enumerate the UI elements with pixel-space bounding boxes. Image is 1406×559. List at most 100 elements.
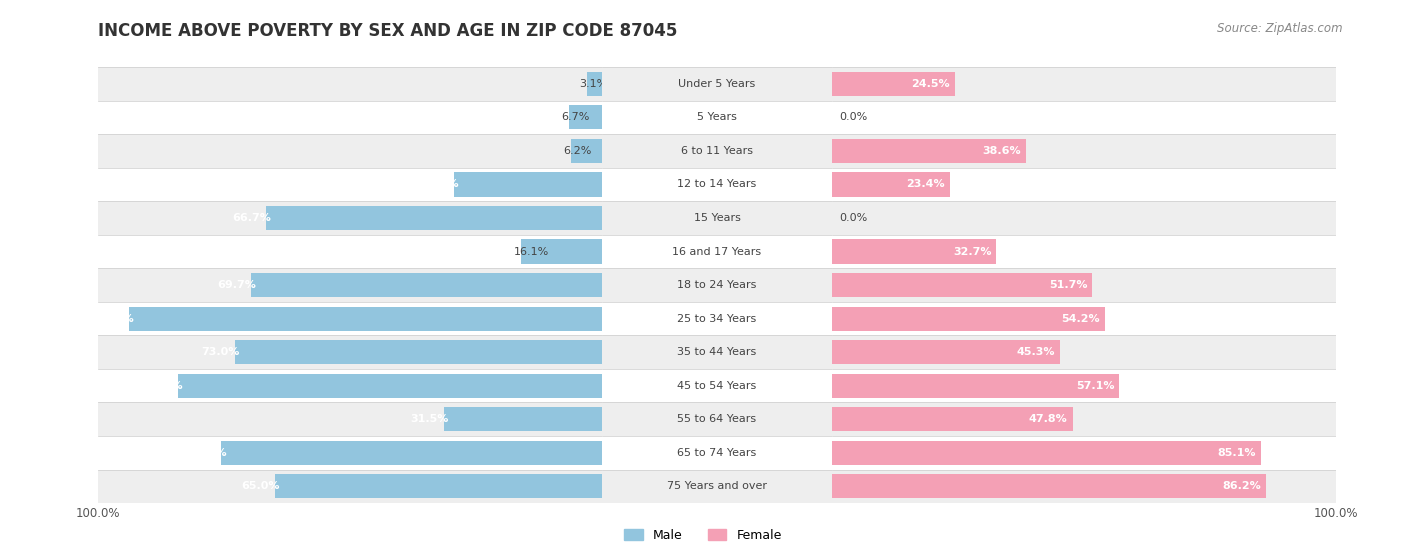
- Text: 45.3%: 45.3%: [1017, 347, 1054, 357]
- Bar: [98, 335, 603, 369]
- Bar: [831, 373, 1119, 398]
- Bar: [603, 470, 831, 503]
- Text: 75 Years and over: 75 Years and over: [666, 481, 768, 491]
- Bar: [831, 436, 1336, 470]
- Text: 0.0%: 0.0%: [839, 213, 868, 223]
- Bar: [603, 235, 831, 268]
- Bar: [98, 168, 603, 201]
- Bar: [274, 474, 603, 499]
- Text: Under 5 Years: Under 5 Years: [679, 79, 755, 89]
- Text: 5 Years: 5 Years: [697, 112, 737, 122]
- Text: 51.7%: 51.7%: [1049, 280, 1087, 290]
- Bar: [603, 134, 831, 168]
- Bar: [831, 369, 1336, 402]
- Text: 35 to 44 Years: 35 to 44 Years: [678, 347, 756, 357]
- Bar: [177, 373, 603, 398]
- Bar: [831, 407, 1073, 432]
- Text: 25 to 34 Years: 25 to 34 Years: [678, 314, 756, 324]
- Bar: [221, 440, 603, 465]
- Bar: [831, 302, 1336, 335]
- Bar: [98, 369, 603, 402]
- Text: 86.2%: 86.2%: [1222, 481, 1261, 491]
- Text: 16.1%: 16.1%: [513, 247, 548, 257]
- Text: 29.5%: 29.5%: [420, 179, 458, 190]
- Text: 16 and 17 Years: 16 and 17 Years: [672, 247, 762, 257]
- Text: 0.0%: 0.0%: [839, 112, 868, 122]
- Bar: [831, 235, 1336, 268]
- Text: 6 to 11 Years: 6 to 11 Years: [681, 146, 754, 156]
- Bar: [603, 402, 831, 436]
- Text: 93.9%: 93.9%: [96, 314, 134, 324]
- Text: 65 to 74 Years: 65 to 74 Years: [678, 448, 756, 458]
- Bar: [603, 436, 831, 470]
- Text: 57.1%: 57.1%: [1076, 381, 1115, 391]
- Bar: [831, 402, 1336, 436]
- Bar: [831, 335, 1336, 369]
- Bar: [603, 268, 831, 302]
- Bar: [831, 72, 955, 96]
- Bar: [831, 470, 1336, 503]
- Bar: [603, 302, 831, 335]
- Text: 55 to 64 Years: 55 to 64 Years: [678, 414, 756, 424]
- Bar: [831, 306, 1105, 331]
- Text: 73.0%: 73.0%: [201, 347, 239, 357]
- Text: 47.8%: 47.8%: [1029, 414, 1067, 424]
- Text: 31.5%: 31.5%: [411, 414, 449, 424]
- Bar: [831, 474, 1267, 499]
- Text: 6.7%: 6.7%: [561, 112, 589, 122]
- Bar: [98, 436, 603, 470]
- Bar: [98, 470, 603, 503]
- Text: 65.0%: 65.0%: [242, 481, 280, 491]
- Text: 75.6%: 75.6%: [188, 448, 226, 458]
- Bar: [831, 168, 1336, 201]
- Bar: [522, 239, 603, 264]
- Bar: [603, 101, 831, 134]
- Text: 32.7%: 32.7%: [953, 247, 991, 257]
- Text: 6.2%: 6.2%: [564, 146, 592, 156]
- Bar: [98, 67, 603, 101]
- Bar: [831, 134, 1336, 168]
- Bar: [129, 306, 603, 331]
- Bar: [252, 273, 603, 297]
- Text: 18 to 24 Years: 18 to 24 Years: [678, 280, 756, 290]
- Bar: [831, 273, 1092, 297]
- Bar: [98, 235, 603, 268]
- Bar: [603, 201, 831, 235]
- Bar: [571, 139, 603, 163]
- Bar: [603, 335, 831, 369]
- Text: 84.3%: 84.3%: [143, 381, 183, 391]
- Bar: [586, 72, 603, 96]
- Bar: [568, 105, 603, 130]
- Text: 85.1%: 85.1%: [1218, 448, 1256, 458]
- Bar: [831, 340, 1060, 364]
- Bar: [98, 101, 603, 134]
- Bar: [831, 440, 1261, 465]
- Text: 69.7%: 69.7%: [218, 280, 256, 290]
- Bar: [831, 201, 1336, 235]
- Bar: [98, 402, 603, 436]
- Text: 3.1%: 3.1%: [579, 79, 607, 89]
- Bar: [235, 340, 603, 364]
- Bar: [98, 268, 603, 302]
- Text: 23.4%: 23.4%: [905, 179, 945, 190]
- Bar: [454, 172, 603, 197]
- Text: 24.5%: 24.5%: [911, 79, 950, 89]
- Text: 15 Years: 15 Years: [693, 213, 741, 223]
- Bar: [266, 206, 603, 230]
- Bar: [98, 201, 603, 235]
- Bar: [444, 407, 603, 432]
- Legend: Male, Female: Male, Female: [619, 524, 787, 547]
- Bar: [831, 172, 949, 197]
- Text: 45 to 54 Years: 45 to 54 Years: [678, 381, 756, 391]
- Bar: [831, 268, 1336, 302]
- Text: 38.6%: 38.6%: [983, 146, 1021, 156]
- Text: INCOME ABOVE POVERTY BY SEX AND AGE IN ZIP CODE 87045: INCOME ABOVE POVERTY BY SEX AND AGE IN Z…: [98, 22, 678, 40]
- Bar: [603, 369, 831, 402]
- Bar: [603, 67, 831, 101]
- Bar: [98, 134, 603, 168]
- Text: 66.7%: 66.7%: [232, 213, 271, 223]
- Text: 12 to 14 Years: 12 to 14 Years: [678, 179, 756, 190]
- Bar: [98, 302, 603, 335]
- Bar: [831, 67, 1336, 101]
- Bar: [831, 139, 1026, 163]
